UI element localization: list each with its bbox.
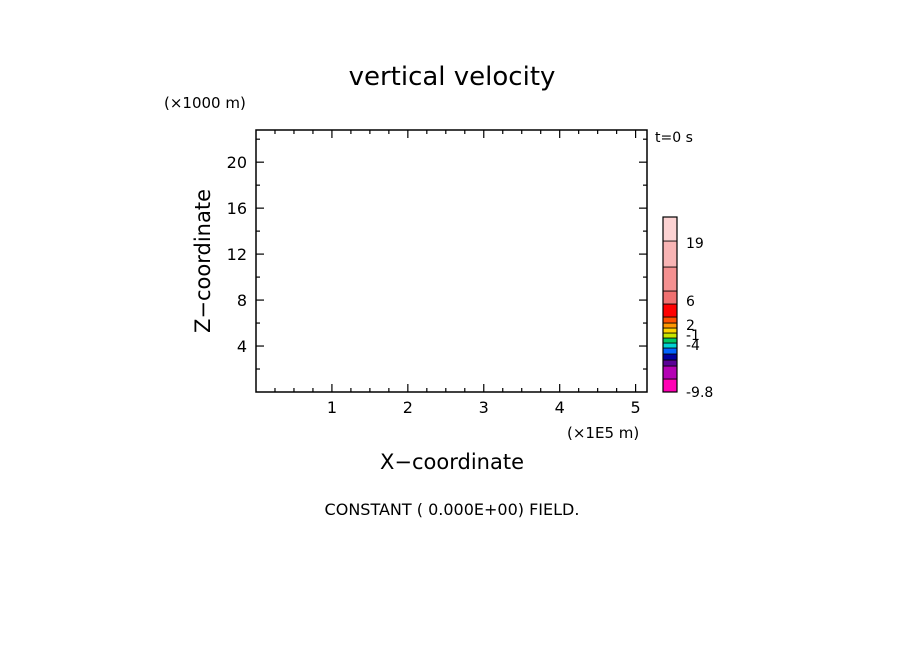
y-tick-label: 16 bbox=[227, 199, 247, 218]
colorbar-level bbox=[662, 332, 678, 339]
colorbar-level bbox=[662, 327, 678, 334]
x-axis-ticks bbox=[274, 130, 637, 392]
y-tick-label: 4 bbox=[237, 337, 247, 356]
x-tick-label: 2 bbox=[403, 398, 413, 417]
colorbar-level bbox=[662, 316, 678, 324]
time-label: t=0 s bbox=[655, 130, 693, 146]
y-axis-ticks bbox=[256, 138, 647, 370]
colorbar-level bbox=[662, 337, 678, 344]
colorbar-level bbox=[662, 342, 678, 349]
colorbar-level bbox=[662, 359, 678, 367]
y-tick-label: 12 bbox=[227, 245, 247, 264]
colorbar-label: -4 bbox=[686, 338, 700, 354]
colorbar-label: 6 bbox=[686, 294, 695, 310]
y-tick-label: 8 bbox=[237, 291, 247, 310]
colorbar-level bbox=[662, 290, 678, 305]
y-tick-label: 20 bbox=[227, 153, 247, 172]
x-tick-label: 5 bbox=[631, 398, 641, 417]
colorbar bbox=[662, 216, 678, 393]
colorbar-level bbox=[662, 240, 678, 268]
y-axis-tick-labels: 4 8 12 16 20 bbox=[227, 153, 247, 356]
y-axis-label: Z−coordinate bbox=[191, 189, 215, 333]
x-axis-label: X−coordinate bbox=[380, 450, 524, 474]
x-unit-label: (×1E5 m) bbox=[567, 424, 639, 442]
colorbar-level bbox=[662, 347, 678, 355]
colorbar-level bbox=[662, 303, 678, 318]
field-footer: CONSTANT ( 0.000E+00) FIELD. bbox=[325, 500, 580, 519]
colorbar-labels: -9.8 -4-12 6 19 bbox=[686, 236, 713, 401]
colorbar-label: -9.8 bbox=[686, 385, 713, 401]
x-tick-label: 4 bbox=[555, 398, 565, 417]
chart-title: vertical velocity bbox=[349, 62, 556, 92]
colorbar-level bbox=[662, 322, 678, 329]
x-axis-tick-labels: 1 2 3 4 5 bbox=[327, 398, 641, 417]
colorbar-frame bbox=[662, 216, 678, 393]
colorbar-level bbox=[662, 378, 678, 393]
colorbar-level bbox=[662, 365, 678, 380]
colorbar-level bbox=[662, 266, 678, 292]
x-tick-label: 1 bbox=[327, 398, 337, 417]
x-tick-label: 3 bbox=[479, 398, 489, 417]
colorbar-level bbox=[662, 353, 678, 361]
y-unit-label: (×1000 m) bbox=[164, 94, 246, 112]
colorbar-label: -1 bbox=[686, 328, 700, 344]
plot-area bbox=[255, 129, 648, 393]
colorbar-label: 2 bbox=[686, 318, 695, 334]
colorbar-level bbox=[662, 216, 678, 242]
colorbar-label: 19 bbox=[686, 236, 704, 252]
